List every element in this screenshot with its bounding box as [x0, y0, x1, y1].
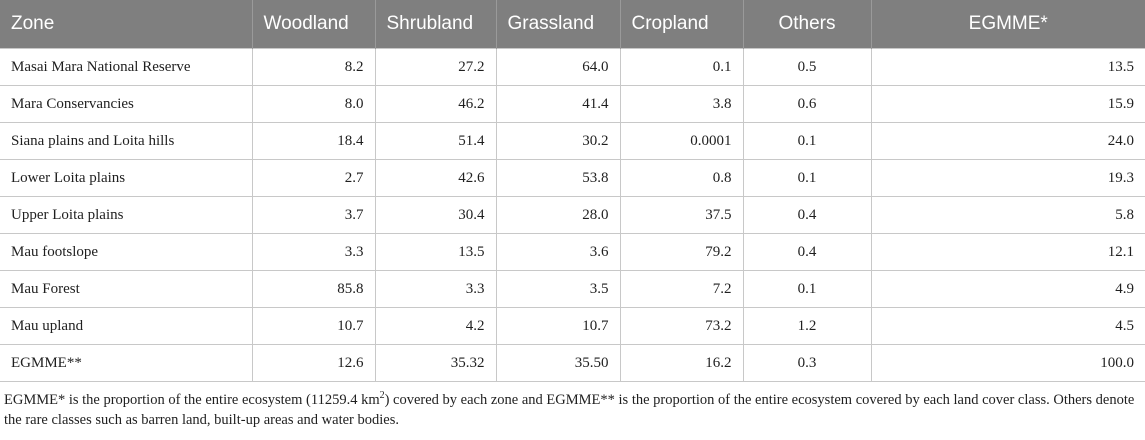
header-others: Others	[742, 0, 871, 49]
grassland-cell: 28.0	[495, 196, 621, 234]
header-woodland: Woodland	[251, 0, 375, 49]
cropland-cell: 3.8	[619, 85, 744, 123]
header-egmme: EGMME*	[870, 0, 1145, 49]
table-row: Mau upland 10.7 4.2 10.7 73.2 1.2 4.5	[0, 307, 1145, 345]
zone-cell: Mau footslope	[0, 233, 253, 271]
others-cell: 1.2	[742, 307, 872, 345]
zone-cell: EGMME**	[0, 344, 253, 382]
egmme-cell: 4.5	[870, 307, 1145, 345]
egmme-cell: 24.0	[870, 122, 1145, 160]
table-row: Mara Conservancies 8.0 46.2 41.4 3.8 0.6…	[0, 85, 1145, 123]
header-cropland: Cropland	[619, 0, 743, 49]
egmme-cell: 100.0	[870, 344, 1145, 382]
grassland-cell: 3.6	[495, 233, 621, 271]
grassland-cell: 35.50	[495, 344, 621, 382]
shrubland-cell: 27.2	[374, 48, 497, 86]
egmme-cell: 5.8	[870, 196, 1145, 234]
others-cell: 0.5	[742, 48, 872, 86]
zone-cell: Lower Loita plains	[0, 159, 253, 197]
others-cell: 0.4	[742, 233, 872, 271]
table-row: Lower Loita plains 2.7 42.6 53.8 0.8 0.1…	[0, 159, 1145, 197]
header-grassland: Grassland	[495, 0, 620, 49]
egmme-cell: 15.9	[870, 85, 1145, 123]
others-cell: 0.1	[742, 270, 872, 308]
woodland-cell: 10.7	[251, 307, 376, 345]
cropland-cell: 7.2	[619, 270, 744, 308]
footnote-superscript: 2	[379, 390, 385, 402]
shrubland-cell: 3.3	[374, 270, 497, 308]
grassland-cell: 41.4	[495, 85, 621, 123]
table-row: Masai Mara National Reserve 8.2 27.2 64.…	[0, 48, 1145, 86]
grassland-cell: 10.7	[495, 307, 621, 345]
grassland-cell: 53.8	[495, 159, 621, 197]
others-cell: 0.1	[742, 122, 872, 160]
shrubland-cell: 42.6	[374, 159, 497, 197]
egmme-cell: 12.1	[870, 233, 1145, 271]
woodland-cell: 3.3	[251, 233, 376, 271]
cropland-cell: 0.1	[619, 48, 744, 86]
table-row: Mau footslope 3.3 13.5 3.6 79.2 0.4 12.1	[0, 233, 1145, 271]
shrubland-cell: 4.2	[374, 307, 497, 345]
zone-cell: Mau upland	[0, 307, 253, 345]
zone-cell: Siana plains and Loita hills	[0, 122, 253, 160]
table-row: EGMME** 12.6 35.32 35.50 16.2 0.3 100.0	[0, 344, 1145, 382]
table-row: Mau Forest 85.8 3.3 3.5 7.2 0.1 4.9	[0, 270, 1145, 308]
cropland-cell: 16.2	[619, 344, 744, 382]
shrubland-cell: 30.4	[374, 196, 497, 234]
footnote-text-start: EGMME* is the proportion of the entire e…	[4, 392, 380, 408]
woodland-cell: 18.4	[251, 122, 376, 160]
table-header-row: Zone Woodland Shrubland Grassland Cropla…	[0, 0, 1145, 49]
egmme-cell: 19.3	[870, 159, 1145, 197]
shrubland-cell: 13.5	[374, 233, 497, 271]
grassland-cell: 64.0	[495, 48, 621, 86]
zone-cell: Masai Mara National Reserve	[0, 48, 253, 86]
woodland-cell: 2.7	[251, 159, 376, 197]
table-footnote: EGMME* is the proportion of the entire e…	[0, 390, 1145, 430]
others-cell: 0.3	[742, 344, 872, 382]
egmme-cell: 13.5	[870, 48, 1145, 86]
woodland-cell: 3.7	[251, 196, 376, 234]
zone-cell: Upper Loita plains	[0, 196, 253, 234]
cropland-cell: 73.2	[619, 307, 744, 345]
woodland-cell: 8.2	[251, 48, 376, 86]
egmme-cell: 4.9	[870, 270, 1145, 308]
header-zone: Zone	[0, 0, 252, 49]
grassland-cell: 30.2	[495, 122, 621, 160]
cropland-cell: 0.8	[619, 159, 744, 197]
shrubland-cell: 51.4	[374, 122, 497, 160]
footnote-text-end: ) covered by each zone and EGMME** is th…	[4, 392, 1135, 428]
zone-cell: Mau Forest	[0, 270, 253, 308]
woodland-cell: 85.8	[251, 270, 376, 308]
woodland-cell: 8.0	[251, 85, 376, 123]
cropland-cell: 37.5	[619, 196, 744, 234]
others-cell: 0.6	[742, 85, 872, 123]
land-cover-table: Zone Woodland Shrubland Grassland Cropla…	[0, 0, 1145, 382]
table-row: Siana plains and Loita hills 18.4 51.4 3…	[0, 122, 1145, 160]
table-row: Upper Loita plains 3.7 30.4 28.0 37.5 0.…	[0, 196, 1145, 234]
cropland-cell: 79.2	[619, 233, 744, 271]
shrubland-cell: 35.32	[374, 344, 497, 382]
grassland-cell: 3.5	[495, 270, 621, 308]
zone-cell: Mara Conservancies	[0, 85, 253, 123]
others-cell: 0.4	[742, 196, 872, 234]
woodland-cell: 12.6	[251, 344, 376, 382]
shrubland-cell: 46.2	[374, 85, 497, 123]
header-shrubland: Shrubland	[374, 0, 496, 49]
cropland-cell: 0.0001	[619, 122, 744, 160]
others-cell: 0.1	[742, 159, 872, 197]
